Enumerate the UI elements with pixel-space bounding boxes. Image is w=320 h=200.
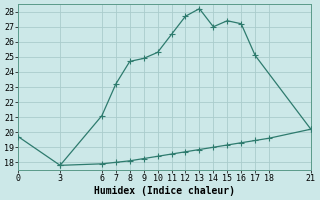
- X-axis label: Humidex (Indice chaleur): Humidex (Indice chaleur): [94, 186, 235, 196]
